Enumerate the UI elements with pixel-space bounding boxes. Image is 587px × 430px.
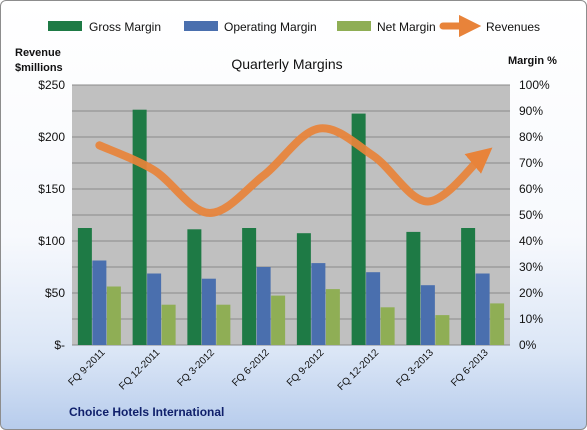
- x-tick-label: FQ 12-2011: [117, 347, 162, 392]
- bar-gross-margin: [461, 228, 476, 345]
- right-tick-label: 60%: [519, 182, 543, 196]
- left-axis-title-line1: Revenue: [15, 47, 61, 59]
- x-tick-label: FQ 6-2013: [449, 347, 491, 389]
- bar-gross-margin: [242, 228, 257, 345]
- right-axis-title: Margin %: [508, 55, 557, 67]
- bar-operating-margin: [92, 260, 107, 345]
- bar-net-margin: [216, 304, 231, 345]
- x-tick-label: FQ 6-2012: [230, 347, 272, 389]
- legend-swatch-net-margin: [337, 21, 371, 31]
- bar-gross-margin: [187, 229, 202, 345]
- right-tick-label: 20%: [519, 286, 543, 300]
- left-tick-label: $200: [38, 130, 65, 144]
- revenue-line: [95, 124, 493, 217]
- x-tick-label: FQ 9-2011: [66, 347, 107, 388]
- bar-net-margin: [490, 303, 505, 345]
- right-tick-label: 10%: [519, 312, 543, 326]
- bar-net-margin: [161, 304, 176, 345]
- left-axis-title-line2: $millions: [15, 62, 63, 74]
- bar-operating-margin: [420, 285, 435, 345]
- company-name: Choice Hotels International: [69, 405, 224, 419]
- bar-net-margin: [106, 286, 121, 345]
- bar-operating-margin: [147, 273, 162, 345]
- right-tick-label: 70%: [519, 156, 543, 170]
- legend-label-gross-margin: Gross Margin: [89, 20, 161, 34]
- bar-gross-margin: [351, 113, 366, 345]
- legend-swatch-gross-margin: [48, 21, 82, 31]
- right-tick-label: 30%: [519, 260, 543, 274]
- x-tick-label: FQ 3-2013: [394, 347, 436, 389]
- bar-operating-margin: [201, 278, 216, 345]
- legend-label-operating-margin: Operating Margin: [224, 20, 317, 34]
- left-tick-label: $100: [38, 234, 65, 248]
- bar-gross-margin: [406, 231, 421, 345]
- right-tick-label: 80%: [519, 130, 543, 144]
- x-tick-label: FQ 3-2012: [175, 347, 217, 389]
- bar-gross-margin: [296, 233, 311, 345]
- bar-operating-margin: [475, 273, 490, 345]
- right-tick-label: 100%: [519, 78, 550, 92]
- left-tick-label: $150: [38, 182, 65, 196]
- bar-operating-margin: [256, 267, 271, 345]
- bar-gross-margin: [77, 228, 92, 345]
- left-tick-label: $250: [38, 78, 65, 92]
- right-tick-label: 90%: [519, 104, 543, 118]
- bar-operating-margin: [311, 263, 326, 345]
- bar-net-margin: [435, 315, 450, 345]
- bar-gross-margin: [132, 109, 147, 345]
- right-tick-label: 0%: [519, 338, 537, 352]
- x-axis-ticks: FQ 9-2011 FQ 12-2011 FQ 3-2012 FQ 6-2012 FQ …: [66, 347, 491, 393]
- x-tick-label: FQ 12-2012: [336, 347, 382, 393]
- left-axis-ticks: $- $50 $100 $150 $200 $250: [38, 78, 65, 352]
- legend: Gross Margin Operating Margin Net Margin…: [48, 14, 540, 38]
- bar-net-margin: [325, 289, 340, 345]
- right-axis-ticks: 0% 10% 20% 30% 40% 50% 60% 70% 80% 90% 100%: [519, 78, 550, 352]
- x-tick-label: FQ 9-2012: [285, 347, 327, 389]
- legend-label-revenues: Revenues: [486, 20, 540, 34]
- legend-label-net-margin: Net Margin: [377, 20, 436, 34]
- left-tick-label: $50: [45, 286, 65, 300]
- legend-swatch-operating-margin: [184, 21, 218, 31]
- right-tick-label: 50%: [519, 208, 543, 222]
- right-tick-label: 40%: [519, 234, 543, 248]
- revenue-line-series: [95, 124, 493, 217]
- chart-title: Quarterly Margins: [231, 56, 342, 72]
- bar-net-margin: [380, 307, 395, 345]
- bar-net-margin: [271, 295, 286, 345]
- bar-operating-margin: [366, 272, 381, 345]
- left-tick-label: $-: [54, 338, 65, 352]
